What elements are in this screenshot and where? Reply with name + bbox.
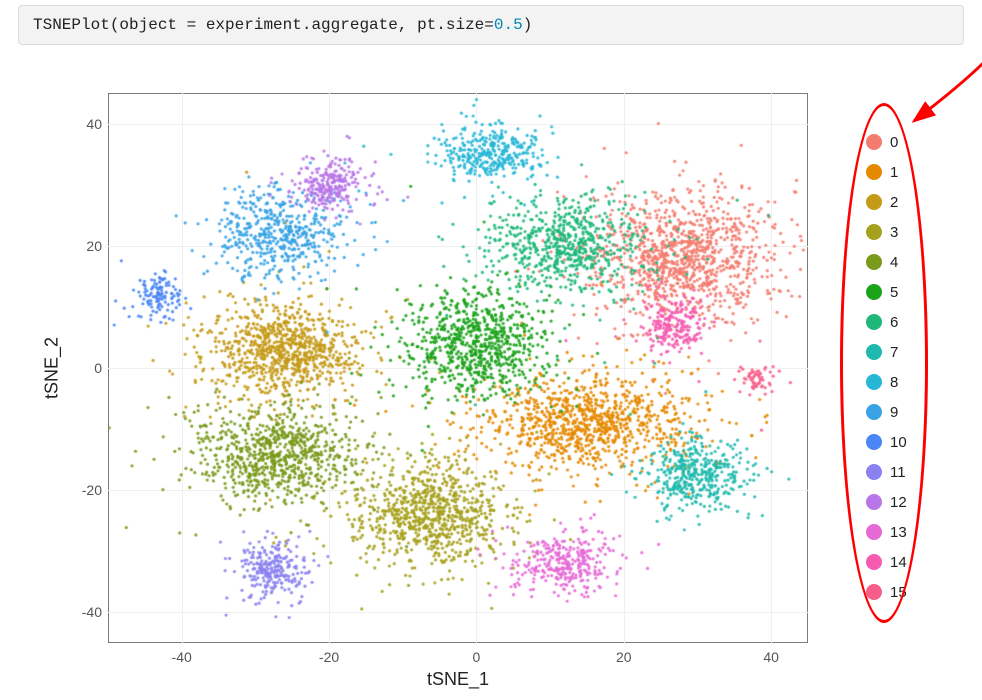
y-tick-label: -40 — [74, 604, 102, 620]
legend-label: 9 — [890, 404, 898, 421]
legend-item: 6 — [866, 307, 907, 337]
tsne-plot: tSNE_1 tSNE_2 0123456789101112131415 -40… — [28, 63, 968, 683]
y-axis-label: tSNE_2 — [42, 337, 63, 399]
legend-item: 0 — [866, 127, 907, 157]
legend-item: 9 — [866, 397, 907, 427]
legend-label: 11 — [890, 464, 906, 481]
legend-item: 2 — [866, 187, 907, 217]
legend-dot — [866, 224, 882, 240]
x-tick-label: -20 — [319, 649, 339, 665]
legend-label: 12 — [890, 494, 907, 511]
legend-dot — [866, 464, 882, 480]
legend-label: 4 — [890, 254, 898, 271]
x-axis-label: tSNE_1 — [427, 669, 489, 690]
legend-item: 4 — [866, 247, 907, 277]
code-cell: TSNEPlot(object = experiment.aggregate, … — [18, 5, 964, 45]
legend-label: 5 — [890, 284, 898, 301]
scatter-canvas — [28, 63, 810, 645]
y-tick-label: 40 — [74, 116, 102, 132]
legend-dot — [866, 374, 882, 390]
y-tick-label: 0 — [74, 360, 102, 376]
legend-item: 11 — [866, 457, 907, 487]
legend-dot — [866, 134, 882, 150]
legend-dot — [866, 284, 882, 300]
legend-item: 10 — [866, 427, 907, 457]
legend-dot — [866, 314, 882, 330]
legend-label: 6 — [890, 314, 898, 331]
legend-dot — [866, 554, 882, 570]
legend-dot — [866, 524, 882, 540]
legend-label: 2 — [890, 194, 898, 211]
code-number: 0.5 — [494, 16, 523, 34]
legend-item: 7 — [866, 337, 907, 367]
legend-label: 13 — [890, 524, 907, 541]
legend-dot — [866, 584, 882, 600]
legend-dot — [866, 494, 882, 510]
legend-label: 0 — [890, 134, 898, 151]
legend-dot — [866, 344, 882, 360]
legend-item: 1 — [866, 157, 907, 187]
legend-dot — [866, 404, 882, 420]
legend-item: 12 — [866, 487, 907, 517]
legend-label: 8 — [890, 374, 898, 391]
legend-dot — [866, 434, 882, 450]
x-tick-label: 0 — [473, 649, 481, 665]
legend-dot — [866, 254, 882, 270]
code-suffix: ) — [523, 16, 533, 34]
x-tick-label: 40 — [763, 649, 779, 665]
legend-label: 15 — [890, 584, 907, 601]
legend-label: 14 — [890, 554, 907, 571]
y-tick-label: -20 — [74, 482, 102, 498]
y-tick-label: 20 — [74, 238, 102, 254]
legend-item: 8 — [866, 367, 907, 397]
legend-item: 14 — [866, 547, 907, 577]
legend-label: 1 — [890, 164, 898, 181]
legend-label: 3 — [890, 224, 898, 241]
legend-dot — [866, 194, 882, 210]
cluster-legend: 0123456789101112131415 — [866, 127, 907, 607]
legend-dot — [866, 164, 882, 180]
legend-item: 3 — [866, 217, 907, 247]
legend-item: 5 — [866, 277, 907, 307]
legend-item: 13 — [866, 517, 907, 547]
legend-label: 7 — [890, 344, 898, 361]
x-tick-label: -40 — [172, 649, 192, 665]
legend-label: 10 — [890, 434, 907, 451]
x-tick-label: 20 — [616, 649, 632, 665]
legend-item: 15 — [866, 577, 907, 607]
code-prefix: TSNEPlot(object = experiment.aggregate, … — [33, 16, 494, 34]
